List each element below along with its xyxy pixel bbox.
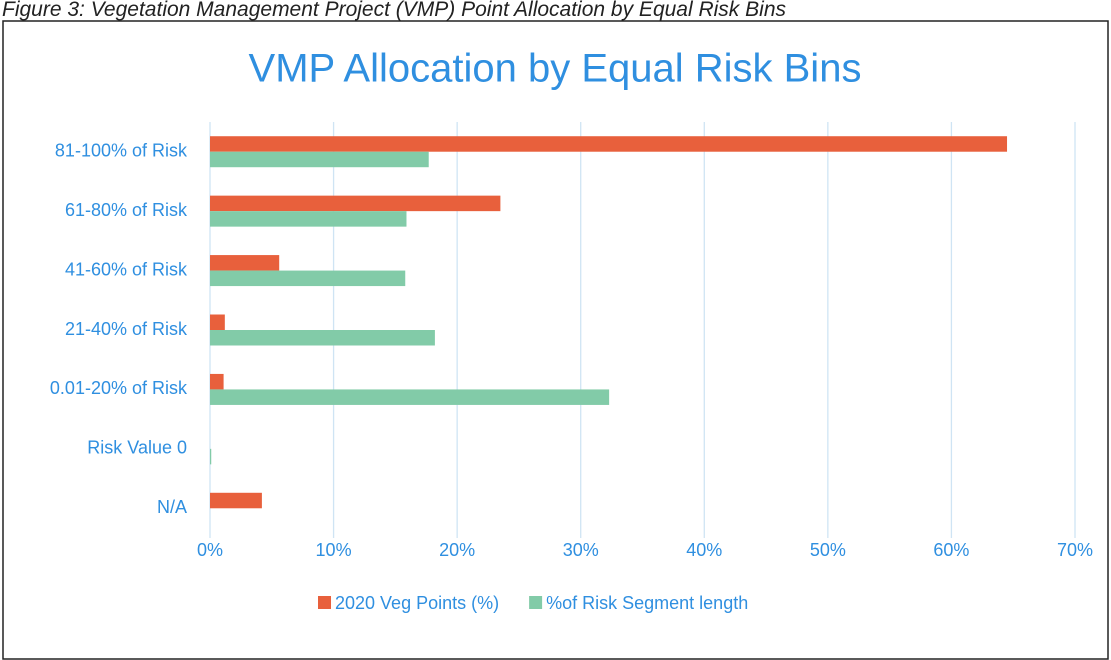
bar xyxy=(210,136,1008,152)
bar xyxy=(210,492,262,509)
chart-border xyxy=(2,20,1109,660)
y-tick-label: 81-100% of Risk xyxy=(55,140,188,160)
bar xyxy=(210,270,406,287)
y-tick-label: 0.01-20% of Risk xyxy=(50,378,188,398)
bar xyxy=(210,448,212,465)
x-tick-label: 30% xyxy=(563,540,599,560)
bar xyxy=(210,330,435,346)
legend-label: %of Risk Segment length xyxy=(546,593,748,613)
x-tick-label: 60% xyxy=(933,540,969,560)
x-tick-label: 10% xyxy=(316,540,352,560)
figure-caption: Figure 3: Vegetation Management Project … xyxy=(2,0,786,21)
bar xyxy=(210,195,501,212)
legend-swatch xyxy=(529,596,543,609)
chart-title: VMP Allocation by Equal Risk Bins xyxy=(249,47,862,91)
y-tick-label: N/A xyxy=(157,497,187,517)
x-tick-label: 50% xyxy=(810,540,846,560)
legend-swatch xyxy=(318,596,331,609)
bar xyxy=(210,151,429,168)
legend-label: 2020 Veg Points (%) xyxy=(335,593,499,613)
x-tick-label: 20% xyxy=(439,540,475,560)
y-tick-label: Risk Value 0 xyxy=(87,438,187,458)
x-tick-label: 0% xyxy=(197,540,223,560)
bar xyxy=(210,255,280,271)
bar xyxy=(210,314,225,330)
bar xyxy=(210,211,407,227)
x-tick-label: 40% xyxy=(686,540,722,560)
y-tick-label: 61-80% of Risk xyxy=(65,200,188,220)
bar xyxy=(210,389,610,405)
bar xyxy=(210,373,224,390)
x-tick-label: 70% xyxy=(1057,540,1093,560)
y-tick-label: 21-40% of Risk xyxy=(65,319,188,339)
y-tick-label: 41-60% of Risk xyxy=(65,259,188,279)
